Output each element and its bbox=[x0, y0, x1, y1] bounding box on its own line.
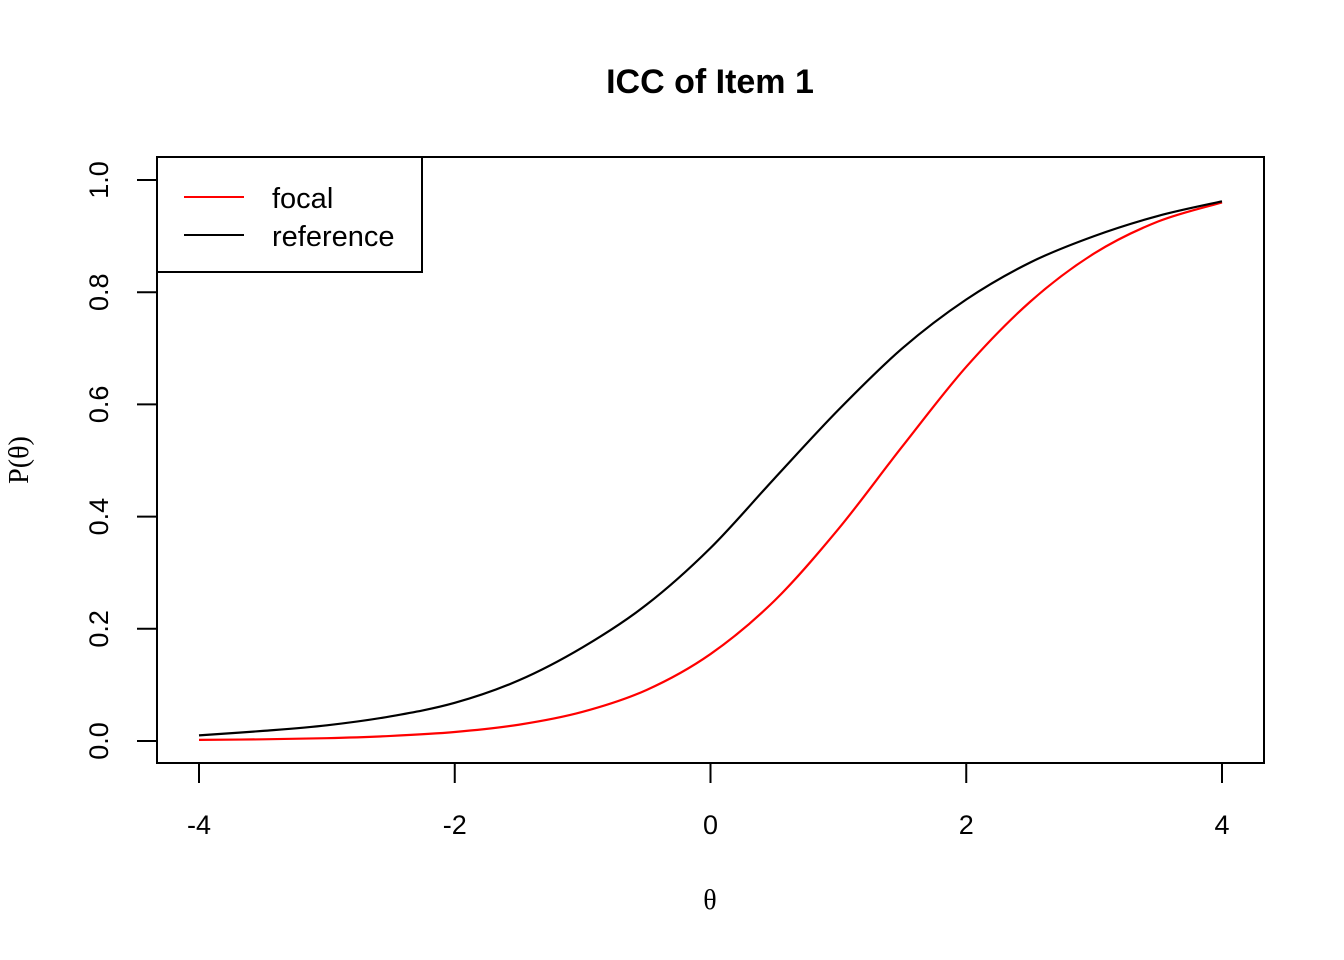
x-axis-label: θ bbox=[703, 885, 716, 916]
legend: focal reference bbox=[156, 156, 423, 273]
y-tick-label: 0.8 bbox=[84, 273, 114, 311]
x-axis: -4 -2 0 2 4 bbox=[187, 762, 1230, 840]
x-tick-label: 2 bbox=[959, 810, 974, 840]
y-tick-label: 0.2 bbox=[84, 610, 114, 648]
y-axis-label: P(θ) bbox=[4, 436, 35, 484]
chart-title: ICC of Item 1 bbox=[606, 63, 814, 101]
y-tick-label: 0.4 bbox=[84, 498, 114, 536]
legend-label-reference: reference bbox=[272, 221, 395, 253]
y-tick-label: 1.0 bbox=[84, 161, 114, 199]
series-line-reference bbox=[198, 200, 1223, 737]
x-tick-label: -2 bbox=[443, 810, 467, 840]
series-group bbox=[198, 200, 1223, 741]
y-tick-label: 0.6 bbox=[84, 386, 114, 424]
x-tick-label: -4 bbox=[187, 810, 211, 840]
x-tick-label: 0 bbox=[703, 810, 718, 840]
legend-label-focal: focal bbox=[272, 183, 333, 215]
y-axis: 0.0 0.2 0.4 0.6 0.8 1.0 bbox=[84, 161, 158, 760]
legend-box bbox=[156, 156, 423, 273]
y-tick-label: 0.0 bbox=[84, 722, 114, 760]
series-line-focal bbox=[198, 201, 1223, 741]
x-tick-label: 4 bbox=[1214, 810, 1229, 840]
